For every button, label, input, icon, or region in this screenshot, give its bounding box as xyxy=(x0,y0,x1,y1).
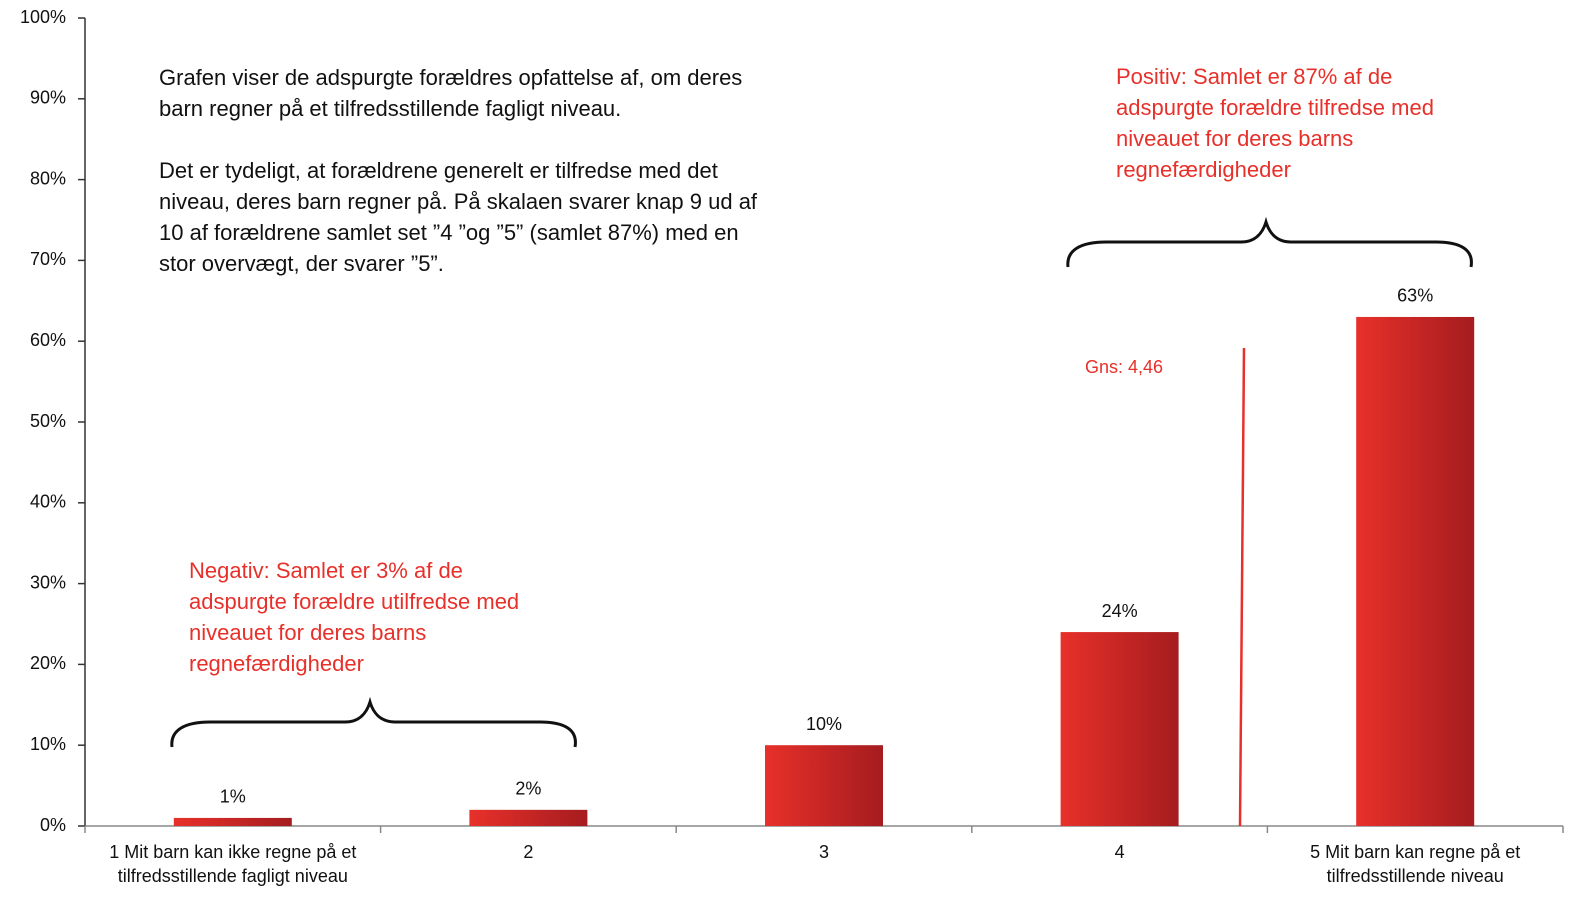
mean-line xyxy=(1238,347,1246,827)
y-tick-label: 20% xyxy=(30,653,66,673)
bar xyxy=(1060,632,1179,826)
value-label: 10% xyxy=(806,714,842,734)
value-label: 63% xyxy=(1397,286,1433,306)
description: Grafen viser de adspurgte forældres opfa… xyxy=(159,62,759,310)
x-tick-label: 5 Mit barn kan regne på et tilfredsstill… xyxy=(1310,842,1521,886)
y-tick-label: 90% xyxy=(30,88,66,108)
bar xyxy=(1356,316,1475,826)
positive-note: Positiv: Samlet er 87% af de adspurgte f… xyxy=(1116,64,1434,182)
x-tick-label: 2 xyxy=(523,842,534,862)
y-tick-label: 0% xyxy=(40,815,66,835)
y-tick-label: 30% xyxy=(30,572,66,592)
negative-brace xyxy=(170,696,577,748)
value-label: 1% xyxy=(220,787,246,807)
mean-note: Gns: 4,46 xyxy=(1085,357,1164,377)
y-tick-label: 10% xyxy=(30,734,66,754)
y-tick-label: 80% xyxy=(30,168,66,188)
bar xyxy=(469,809,588,826)
x-tick-label: 1 Mit barn kan ikke regne på et tilfreds… xyxy=(109,842,357,886)
y-tick-label: 100% xyxy=(20,7,66,27)
y-tick-label: 40% xyxy=(30,492,66,512)
bar xyxy=(765,745,883,826)
y-tick-label: 50% xyxy=(30,411,66,431)
y-tick-label: 60% xyxy=(30,330,66,350)
y-tick-label: 70% xyxy=(30,249,66,269)
value-label: 2% xyxy=(515,779,541,799)
negative-note: Negativ: Samlet er 3% af de adspurgte fo… xyxy=(189,558,520,676)
x-tick-label: 3 xyxy=(818,842,829,862)
value-label: 24% xyxy=(1102,601,1138,621)
description-text: Det er tydeligt, at forældrene generelt … xyxy=(159,158,758,276)
bar xyxy=(173,817,292,826)
x-tick-label: 4 xyxy=(1114,842,1125,862)
positive-brace xyxy=(1066,216,1473,268)
description-text: Grafen viser de adspurgte forældres opfa… xyxy=(159,65,743,121)
